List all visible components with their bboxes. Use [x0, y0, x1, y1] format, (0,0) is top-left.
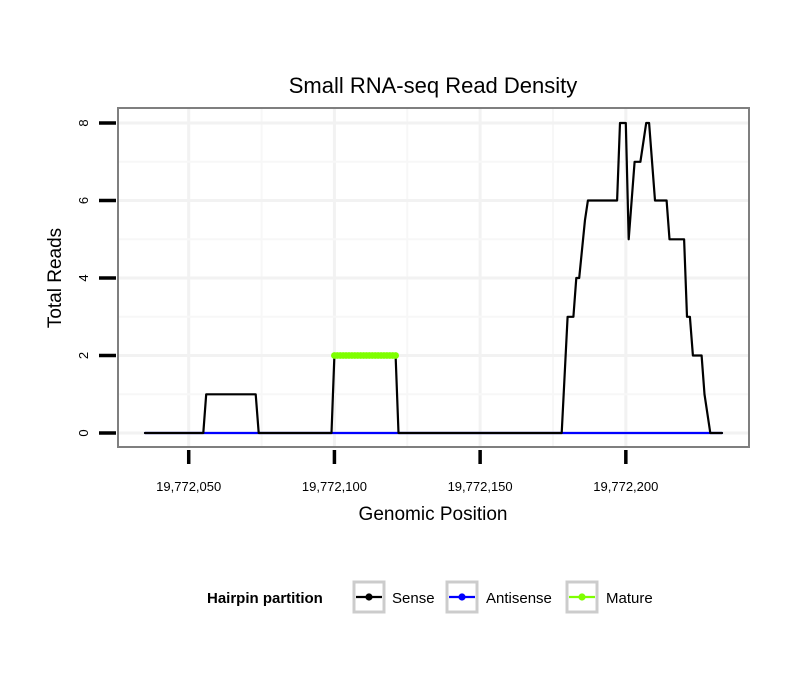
x-tick-label: 19,772,100 — [302, 479, 367, 494]
legend-title: Hairpin partition — [207, 590, 323, 607]
y-tick-label: 6 — [76, 197, 91, 204]
y-tick-label: 8 — [76, 119, 91, 126]
y-tick-label: 2 — [76, 352, 91, 359]
y-axis-title: Total Reads — [45, 228, 66, 328]
legend-key-point — [365, 593, 373, 601]
legend-key-point — [578, 593, 586, 601]
y-axis: 0 2 4 6 8 — [76, 119, 116, 437]
x-axis: 19,772,050 19,772,100 19,772,150 19,772,200 — [156, 450, 658, 494]
mature-point — [392, 352, 400, 359]
x-tick-label: 19,772,200 — [593, 479, 658, 494]
x-axis-title: Genomic Position — [359, 504, 508, 525]
y-tick-label: 0 — [76, 429, 91, 436]
series-group — [143, 121, 724, 435]
legend-label-antisense: Antisense — [486, 590, 552, 607]
x-tick-label: 19,772,150 — [448, 479, 513, 494]
legend-key-point — [458, 593, 466, 601]
legend: Hairpin partition Sense Antisense Mature — [207, 580, 653, 614]
chart-title: Small RNA-seq Read Density — [289, 73, 578, 98]
legend-label-mature: Mature — [606, 590, 653, 607]
legend-label-sense: Sense — [392, 590, 435, 607]
y-tick-label: 4 — [76, 274, 91, 281]
plot-border — [117, 107, 750, 448]
x-tick-label: 19,772,050 — [156, 479, 221, 494]
